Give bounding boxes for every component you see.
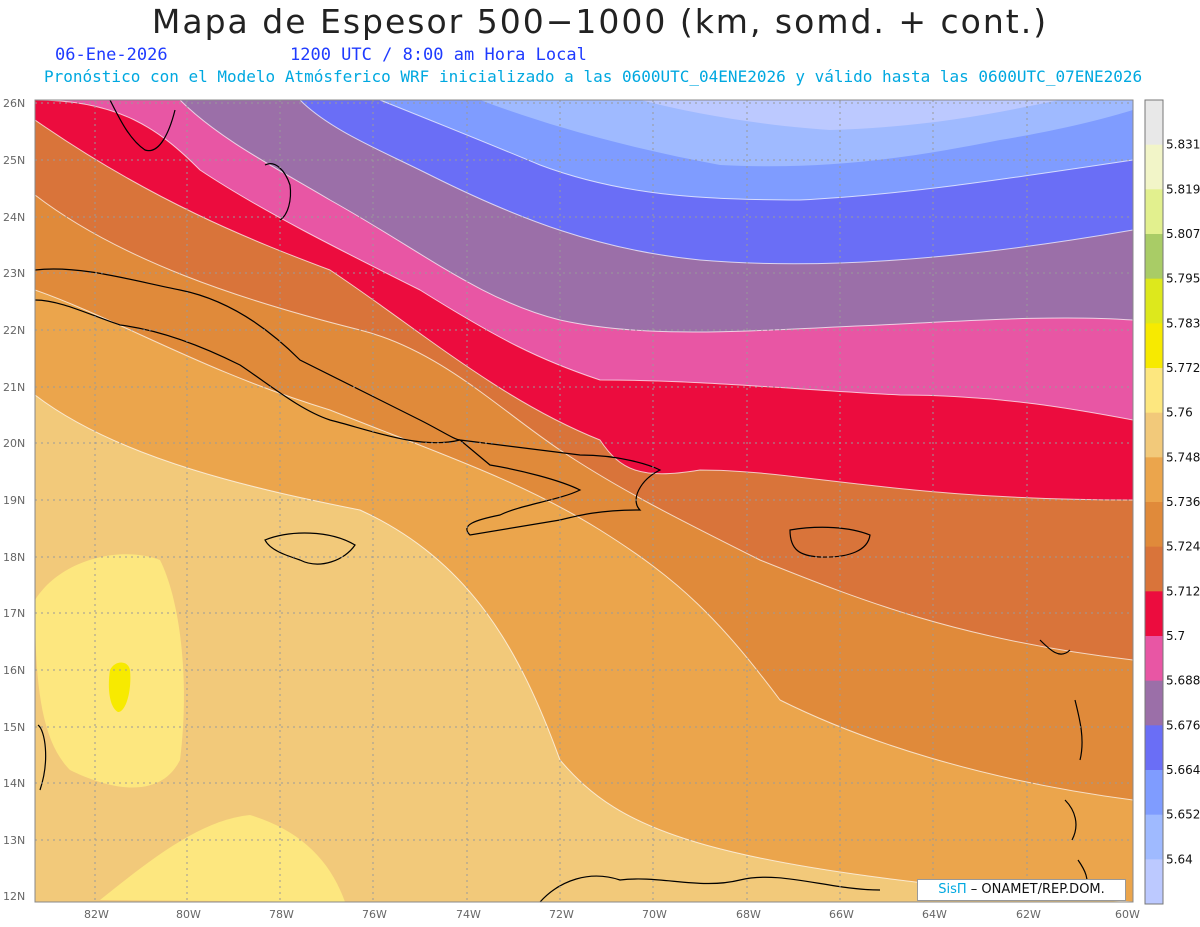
lon-label: 60W (1115, 908, 1140, 921)
colorbar-label: 5.772 (1166, 361, 1200, 375)
lon-label: 64W (922, 908, 947, 921)
band-below-5.64 (640, 100, 1060, 130)
colorbar-label: 5.664 (1166, 763, 1200, 777)
forecast-time: 1200 UTC / 8:00 am Hora Local (290, 45, 587, 65)
forecast-subtitle: Pronóstico con el Modelo Atmósferico WRF… (44, 67, 1143, 86)
band-5.76-south (100, 815, 345, 902)
lon-label: 82W (84, 908, 109, 921)
colorbar-swatch (1145, 278, 1163, 324)
colorbar-swatch (1145, 859, 1163, 905)
colorbar-label: 5.807 (1166, 227, 1200, 241)
band-5.76-west (35, 554, 184, 788)
south-america-coastline (539, 875, 881, 902)
lat-label: 18N (3, 551, 25, 564)
lon-label: 70W (642, 908, 667, 921)
graticule (35, 100, 1133, 902)
lat-label: 17N (3, 607, 25, 620)
colorbar-label: 5.819 (1166, 182, 1200, 196)
colorbar-label: 5.676 (1166, 718, 1200, 732)
colorbar-swatch (1145, 368, 1163, 414)
lon-axis: 82W 80W 78W 76W 74W 72W 70W 68W 66W 64W … (84, 908, 1140, 921)
colorbar-swatch (1145, 502, 1163, 548)
colorbar-frame (1144, 99, 1164, 905)
colorbar-swatch (1145, 546, 1163, 592)
florida-coastline (109, 100, 176, 152)
lat-label: 12N (3, 890, 25, 903)
lon-label: 72W (549, 908, 574, 921)
colorbar-label: 5.76 (1166, 406, 1193, 420)
andros-coastline (264, 163, 292, 221)
nicaragua-coastline (37, 724, 47, 791)
puerto-rico-coastline (789, 526, 871, 558)
colorbar-swatch (1145, 770, 1163, 816)
colorbar-label: 5.783 (1166, 316, 1200, 330)
forecast-date: 06-Ene-2026 (55, 45, 168, 65)
colorbar-swatch (1145, 591, 1163, 637)
map-title: Mapa de Espesor 500−1000 (km, somd. + co… (151, 2, 1049, 41)
lat-label: 24N (3, 211, 25, 224)
colorbar-swatch (1145, 457, 1163, 503)
lon-label: 68W (736, 908, 761, 921)
band-5.772 (108, 662, 131, 712)
lat-label: 13N (3, 834, 25, 847)
lat-label: 19N (3, 494, 25, 507)
colorbar-swatch (1145, 725, 1163, 771)
colorbar: 5.831 5.819 5.807 5.795 5.783 5.772 5.76 5.748 5… (1144, 99, 1200, 905)
map-frame (34, 99, 1134, 903)
colorbar-label: 5.712 (1166, 584, 1200, 598)
lat-axis: 26N 25N 24N 23N 22N 21N 20N 19N 18N 17N … (3, 97, 25, 903)
lon-label: 62W (1016, 908, 1041, 921)
lat-label: 15N (3, 721, 25, 734)
jamaica-coastline (264, 532, 356, 565)
lat-label: 20N (3, 437, 25, 450)
colorbar-swatch (1145, 680, 1163, 726)
colorbar-label: 5.748 (1166, 450, 1200, 464)
lat-label: 16N (3, 664, 25, 677)
colorbar-swatch (1145, 189, 1163, 235)
colorbar-label: 5.831 (1166, 138, 1200, 152)
colorbar-label: 5.724 (1166, 540, 1200, 554)
lon-label: 80W (176, 908, 201, 921)
lat-label: 14N (3, 777, 25, 790)
lat-label: 22N (3, 324, 25, 337)
lon-label: 66W (829, 908, 854, 921)
credit-brand: SisΠ (938, 882, 967, 897)
colorbar-label: 5.652 (1166, 808, 1200, 822)
lon-label: 76W (362, 908, 387, 921)
coastlines (35, 100, 1088, 902)
credit-text: – ONAMET/REP.DOM. (966, 882, 1105, 897)
lon-label: 78W (269, 908, 294, 921)
colorbar-label: 5.7 (1166, 629, 1185, 643)
lesser-antilles-coastline (1039, 639, 1088, 891)
lon-label: 74W (456, 908, 481, 921)
colorbar-label: 5.64 (1166, 852, 1193, 866)
lat-label: 25N (3, 154, 25, 167)
colorbar-swatch (1145, 323, 1163, 369)
lat-label: 23N (3, 267, 25, 280)
credit-box: SisΠ – ONAMET/REP.DOM. (917, 879, 1126, 901)
colorbar-label: 5.736 (1166, 495, 1200, 509)
contour-lines (35, 100, 1133, 902)
colorbar-swatch (1145, 234, 1163, 280)
colorbar-swatch (1145, 144, 1163, 190)
colorbar-label: 5.688 (1166, 674, 1200, 688)
lat-label: 26N (3, 97, 25, 110)
colorbar-swatch (1145, 636, 1163, 682)
colorbar-label: 5.795 (1166, 272, 1200, 286)
colorbar-swatch (1145, 412, 1163, 458)
shaded-bands (35, 100, 1133, 902)
lat-label: 21N (3, 381, 25, 394)
colorbar-swatch (1145, 814, 1163, 860)
colorbar-swatch (1145, 100, 1163, 146)
